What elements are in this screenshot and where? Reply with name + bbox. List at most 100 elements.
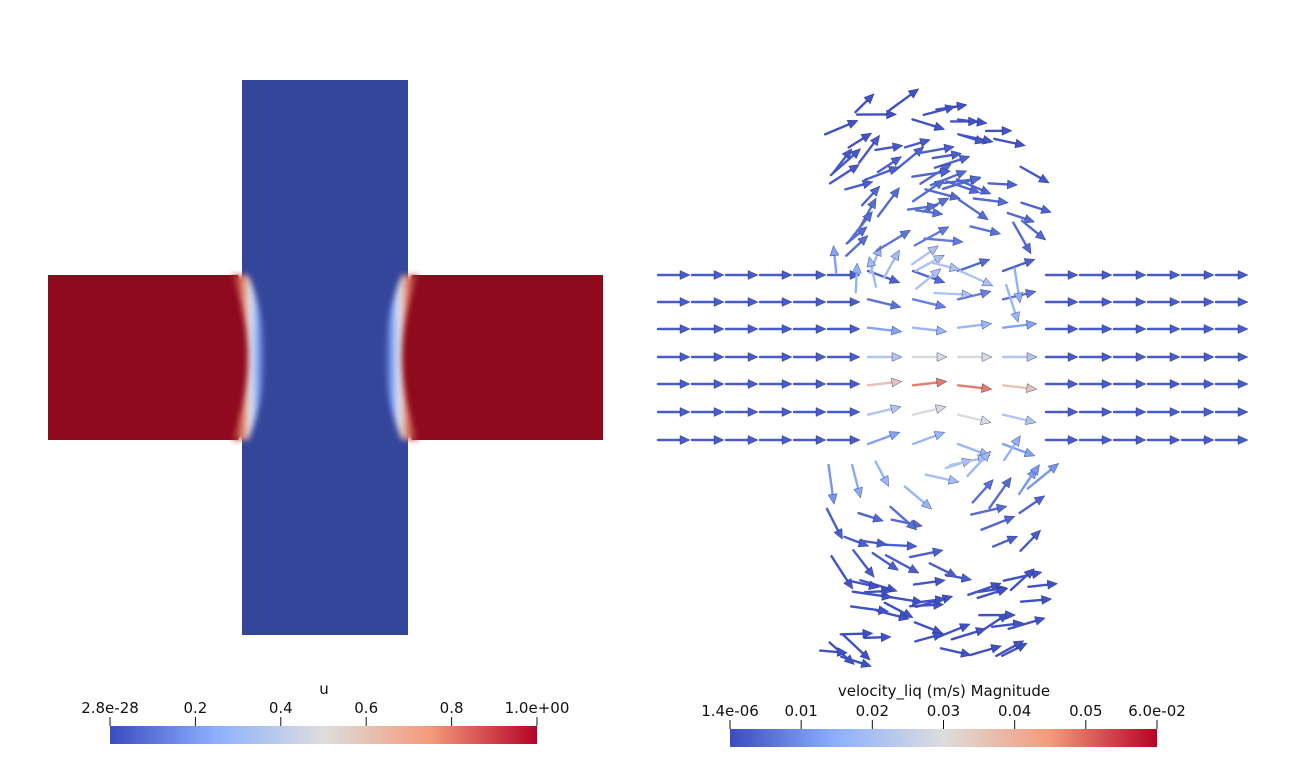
velocity-arrow <box>915 268 942 290</box>
velocity-arrow <box>690 270 725 280</box>
velocity-arrow <box>1013 267 1024 304</box>
velocity-arrow <box>1003 435 1021 462</box>
velocity-arrow <box>1001 442 1036 457</box>
velocity-arrow <box>923 236 964 246</box>
velocity-arrow <box>1214 352 1249 362</box>
velocity-arrow <box>889 505 918 531</box>
velocity-arrow <box>792 352 827 362</box>
velocity-arrow <box>913 621 944 635</box>
velocity-arrow <box>826 324 861 334</box>
velocity-arrow <box>1180 407 1215 417</box>
velocity-arrow <box>826 435 861 445</box>
velocity-arrow <box>828 164 860 185</box>
colorbar-velocity-tick-label: 1.4e-06 <box>701 702 759 720</box>
velocity-arrow <box>987 179 1018 190</box>
velocity-arrow <box>1044 435 1079 445</box>
velocity-arrow <box>1001 413 1037 425</box>
velocity-arrow <box>818 647 848 657</box>
velocity-arrow <box>1078 407 1113 417</box>
velocity-arrow <box>1214 379 1249 389</box>
velocity-arrow <box>913 226 950 247</box>
velocity-arrow <box>1001 352 1038 362</box>
colorbar-u-title: u <box>319 680 329 698</box>
velocity-arrow <box>1146 407 1181 417</box>
velocity-arrow <box>914 207 944 218</box>
velocity-arrow <box>847 579 880 590</box>
velocity-arrow <box>1146 352 1181 362</box>
velocity-arrow <box>911 431 946 446</box>
velocity-arrow <box>1180 379 1215 389</box>
velocity-arrow <box>866 377 903 388</box>
velocity-arrow <box>944 573 973 583</box>
left-interface <box>232 275 265 440</box>
velocity-arrow <box>882 249 900 279</box>
velocity-arrow <box>971 479 994 504</box>
velocity-arrow <box>993 137 1026 149</box>
velocity-arrow <box>1214 407 1249 417</box>
velocity-arrow <box>724 324 759 334</box>
velocity-arrow <box>792 270 827 280</box>
velocity-arrow <box>1001 383 1038 393</box>
velocity-arrow <box>826 407 861 417</box>
velocity-arrow <box>1112 435 1147 445</box>
velocity-arrow <box>1020 201 1052 214</box>
velocity-arrow <box>949 116 980 127</box>
velocity-arrow <box>1078 297 1113 307</box>
velocity-arrow <box>758 379 793 389</box>
velocity-arrow <box>903 485 933 510</box>
velocity-arrow <box>1022 464 1040 490</box>
colorbar-u-tick-label: 0.6 <box>354 699 378 717</box>
velocity-arrow <box>724 270 759 280</box>
velocity-arrow <box>792 435 827 445</box>
velocity-arrow <box>656 379 691 389</box>
velocity-arrow <box>911 404 947 416</box>
velocity-arrow <box>863 586 893 597</box>
velocity-arrow <box>1026 463 1060 490</box>
colorbar-u-bar <box>110 726 537 744</box>
velocity-arrow <box>929 170 968 187</box>
velocity-arrow <box>1180 435 1215 445</box>
velocity-arrow <box>991 535 1019 548</box>
velocity-arrow <box>976 586 1009 600</box>
velocity-arrow <box>980 515 1016 531</box>
velocity-arrow <box>945 180 981 194</box>
velocity-arrow <box>914 595 947 605</box>
velocity-arrow <box>924 188 961 201</box>
velocity-arrow <box>758 435 793 445</box>
velocity-arrow <box>1214 297 1249 307</box>
velocity-arrow <box>911 167 952 178</box>
velocity-arrow <box>758 297 793 307</box>
velocity-arrow <box>1044 324 1079 334</box>
velocity-arrow <box>972 196 1009 207</box>
velocity-arrow <box>724 407 759 417</box>
velocity-arrow <box>1112 352 1147 362</box>
velocity-arrow <box>1044 352 1079 362</box>
velocity-arrow <box>956 320 993 330</box>
velocity-arrow <box>1112 324 1147 334</box>
colorbar-velocity-tick-label: 0.01 <box>784 702 817 720</box>
velocity-arrow <box>1007 616 1046 631</box>
velocity-arrow <box>830 554 854 590</box>
velocity-arrow <box>875 609 910 622</box>
velocity-arrow <box>933 155 971 169</box>
velocity-arrow <box>1146 297 1181 307</box>
velocity-arrow <box>978 610 1016 620</box>
velocity-arrow <box>690 297 725 307</box>
velocity-arrow <box>988 476 1012 510</box>
velocity-arrow <box>825 507 843 540</box>
velocity-arrow <box>1146 270 1181 280</box>
velocity-arrow <box>866 352 903 362</box>
velocity-arrow <box>968 644 1002 657</box>
velocity-arrow <box>885 595 924 606</box>
velocity-arrow <box>690 324 725 334</box>
velocity-arrow <box>957 198 989 221</box>
colorbar-u-ticks: 2.8e-28 0.2 0.4 0.6 0.8 1.0e+00 <box>81 699 569 726</box>
velocity-arrow <box>1078 324 1113 334</box>
velocity-arrow <box>866 255 878 288</box>
velocity-arrow <box>969 225 1002 237</box>
velocity-arrow <box>866 298 902 310</box>
vertical-channel <box>242 80 408 635</box>
velocity-arrow <box>851 262 862 294</box>
velocity-arrow <box>863 166 900 181</box>
